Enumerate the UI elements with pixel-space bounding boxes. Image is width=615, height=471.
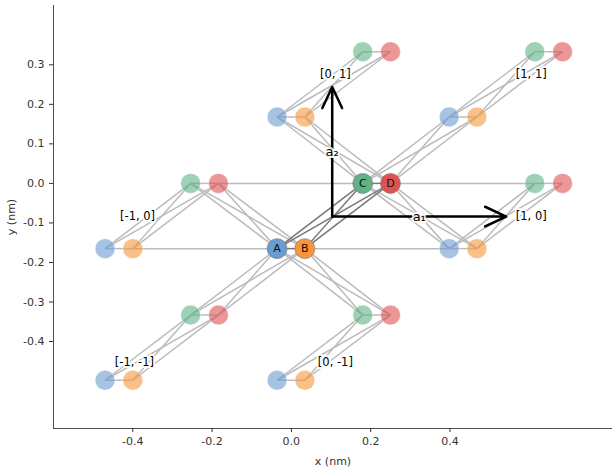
svg-text:[0, 1]: [0, 1] xyxy=(320,67,351,81)
svg-text:0.2: 0.2 xyxy=(27,98,45,111)
svg-text:-0.2: -0.2 xyxy=(23,256,44,269)
svg-text:-0.4: -0.4 xyxy=(122,435,143,448)
svg-text:-0.2: -0.2 xyxy=(201,435,222,448)
svg-text:[-1, -1]: [-1, -1] xyxy=(115,355,154,369)
svg-text:B: B xyxy=(301,242,309,255)
svg-text:-0.1: -0.1 xyxy=(23,216,44,229)
svg-text:[-1, 0]: [-1, 0] xyxy=(120,209,155,223)
svg-text:x (nm): x (nm) xyxy=(315,455,351,468)
svg-text:[1, 0]: [1, 0] xyxy=(516,209,547,223)
svg-text:0.0: 0.0 xyxy=(27,177,45,190)
svg-text:[1, 1]: [1, 1] xyxy=(516,67,547,81)
svg-text:a₁: a₁ xyxy=(413,209,426,224)
svg-text:-0.3: -0.3 xyxy=(23,296,44,309)
svg-text:0.2: 0.2 xyxy=(362,435,380,448)
svg-text:-0.4: -0.4 xyxy=(23,335,44,348)
svg-text:a₂: a₂ xyxy=(326,144,339,159)
svg-text:y (nm): y (nm) xyxy=(5,199,18,235)
svg-text:[0, -1]: [0, -1] xyxy=(318,355,353,369)
svg-text:0.4: 0.4 xyxy=(441,435,459,448)
svg-text:C: C xyxy=(359,177,367,190)
svg-text:D: D xyxy=(386,177,394,190)
svg-text:A: A xyxy=(273,242,281,255)
svg-text:0.1: 0.1 xyxy=(27,137,45,150)
svg-text:0.0: 0.0 xyxy=(283,435,301,448)
svg-text:0.3: 0.3 xyxy=(27,58,45,71)
